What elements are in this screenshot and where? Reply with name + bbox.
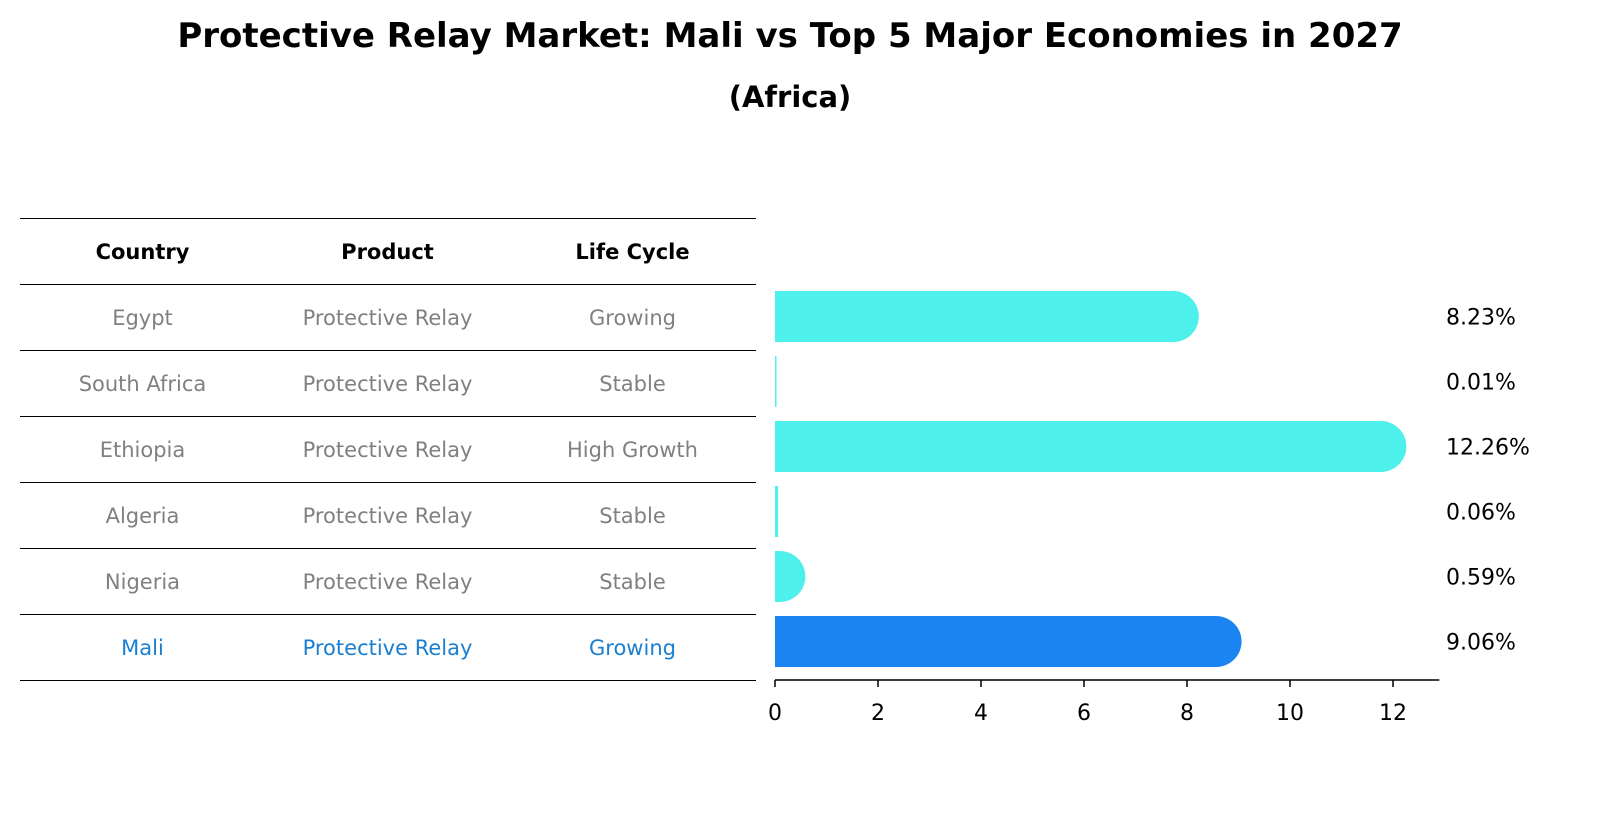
x-tick-label: 8 — [1180, 701, 1194, 726]
header-life-cycle: Life Cycle — [575, 239, 690, 264]
x-tick-label: 4 — [974, 701, 988, 726]
cell-life-cycle: Stable — [599, 371, 666, 396]
cell-life-cycle: Stable — [599, 569, 666, 594]
value-label: 12.26% — [1446, 436, 1530, 461]
x-tick-label: 10 — [1276, 701, 1304, 726]
bar-egypt — [775, 291, 1199, 342]
bar-algeria — [775, 486, 779, 537]
cell-country: Egypt — [112, 305, 173, 330]
value-label: 8.23% — [1446, 306, 1516, 331]
cell-life-cycle: Growing — [589, 305, 676, 330]
bar-mali — [775, 616, 1242, 667]
cell-country: Algeria — [105, 503, 180, 528]
table-row: Algeria Protective Relay Stable — [20, 483, 756, 549]
bar-ethiopia — [775, 421, 1407, 472]
cell-life-cycle: Stable — [599, 503, 666, 528]
table-row: South Africa Protective Relay Stable — [20, 351, 756, 417]
header-product: Product — [341, 239, 434, 264]
cell-product: Protective Relay — [302, 503, 473, 528]
value-label: 0.01% — [1446, 371, 1516, 396]
cell-country: Nigeria — [104, 569, 181, 594]
table-row: Egypt Protective Relay Growing — [20, 285, 756, 351]
chart-title: Protective Relay Market: Mali vs Top 5 M… — [177, 16, 1403, 56]
value-label: 0.59% — [1446, 566, 1516, 591]
table-row: Ethiopia Protective Relay High Growth — [20, 417, 756, 483]
bar-south-africa — [775, 356, 777, 407]
table-row: Nigeria Protective Relay Stable — [20, 549, 756, 615]
cell-country: South Africa — [78, 371, 207, 396]
cell-product: Protective Relay — [302, 305, 473, 330]
table-row-highlighted: Mali Protective Relay Growing — [20, 615, 756, 681]
header-country: Country — [95, 239, 190, 264]
value-label: 0.06% — [1446, 501, 1516, 526]
cell-country: Mali — [121, 635, 164, 660]
x-tick-label: 6 — [1077, 701, 1091, 726]
x-tick-label: 12 — [1379, 701, 1407, 726]
data-table: Country Product Life Cycle Egypt Protect… — [20, 218, 756, 681]
cell-product: Protective Relay — [302, 635, 473, 660]
bar-nigeria — [775, 551, 806, 602]
chart-subtitle: (Africa) — [728, 80, 852, 114]
cell-life-cycle: Growing — [589, 635, 676, 660]
cell-product: Protective Relay — [302, 569, 473, 594]
value-label: 9.06% — [1446, 631, 1516, 656]
cell-product: Protective Relay — [302, 437, 473, 462]
table-header-row: Country Product Life Cycle — [20, 218, 756, 285]
cell-product: Protective Relay — [302, 371, 473, 396]
cell-life-cycle: High Growth — [567, 437, 698, 462]
x-tick-label: 0 — [768, 701, 782, 726]
cell-country: Ethiopia — [99, 437, 186, 462]
x-tick-label: 2 — [871, 701, 885, 726]
